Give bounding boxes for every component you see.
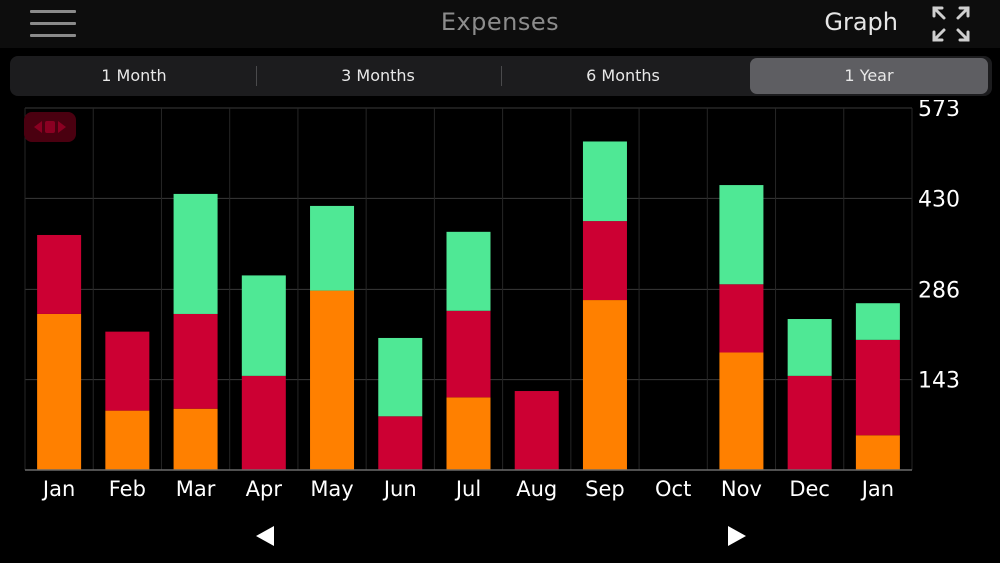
bar-segment [241,275,286,376]
tab-divider [256,66,257,86]
bar-segment [37,234,82,314]
bar-segment [173,193,218,314]
x-tick-label: Oct [655,477,691,501]
top-bar: Expenses Graph [0,0,1000,48]
tab-6-months[interactable]: 6 Months [586,66,660,85]
x-tick-label: Sep [585,477,625,501]
bar-segment [173,408,218,470]
y-tick-label: 573 [918,100,960,122]
x-tick-label: Jan [41,477,75,501]
page-title: Expenses [440,8,560,36]
bar-segment [855,339,900,436]
graph-mode-label[interactable]: Graph [824,8,898,36]
x-tick-label: May [310,477,353,501]
tab-3-months[interactable]: 3 Months [341,66,415,85]
x-tick-label: Dec [789,477,830,501]
y-tick-label: 286 [918,278,960,303]
x-tick-label: Jul [454,477,481,501]
x-tick-label: Apr [246,477,283,501]
bar-segment [514,391,559,470]
x-tick-label: Jan [860,477,894,501]
bar-segment [719,284,764,353]
previous-period-arrow-icon[interactable] [254,524,278,548]
bar-segment [37,313,82,470]
bar-segment [241,375,286,470]
chart-scroll-handle[interactable] [24,112,76,142]
bar-segment [310,205,355,291]
expand-arrows-icon[interactable] [930,4,972,44]
bar-segment [855,303,900,340]
y-tick-label: 143 [918,369,960,394]
next-period-arrow-icon[interactable] [724,524,748,548]
bar-segment [582,141,627,222]
x-tick-label: Feb [109,477,146,501]
bar-segment [582,300,627,470]
bar-segment [787,319,832,376]
y-tick-label: 430 [918,187,960,212]
bar-segment [105,410,150,470]
x-tick-label: Jun [382,477,417,501]
bar-segment [378,337,423,417]
bar-segment [446,310,491,398]
bar-segment [446,397,491,470]
x-tick-label: Nov [721,477,762,501]
bar-segment [787,375,832,470]
bar-segment [105,331,150,411]
tab-1-month[interactable]: 1 Month [101,66,167,85]
tab-divider [501,66,502,86]
expenses-bar-chart: Jan Feb Mar Apr May Jun Jul Aug Sep Oct Nov Dec Jan 5… [24,100,960,501]
bar-segment [378,416,423,470]
bar-segment [173,313,218,409]
hamburger-menu-icon[interactable] [30,10,76,38]
period-segmented-control: 1 Month 3 Months 6 Months 1 Year [10,56,992,96]
x-tick-label: Aug [516,477,557,501]
bar-segment [719,352,764,470]
bar-segment [855,435,900,470]
bar-segment [446,231,491,311]
tab-1-year[interactable]: 1 Year [750,58,988,94]
bar-segment [310,290,355,470]
bar-segment [719,185,764,285]
x-tick-label: Mar [176,477,216,501]
bar-segment [582,221,627,301]
